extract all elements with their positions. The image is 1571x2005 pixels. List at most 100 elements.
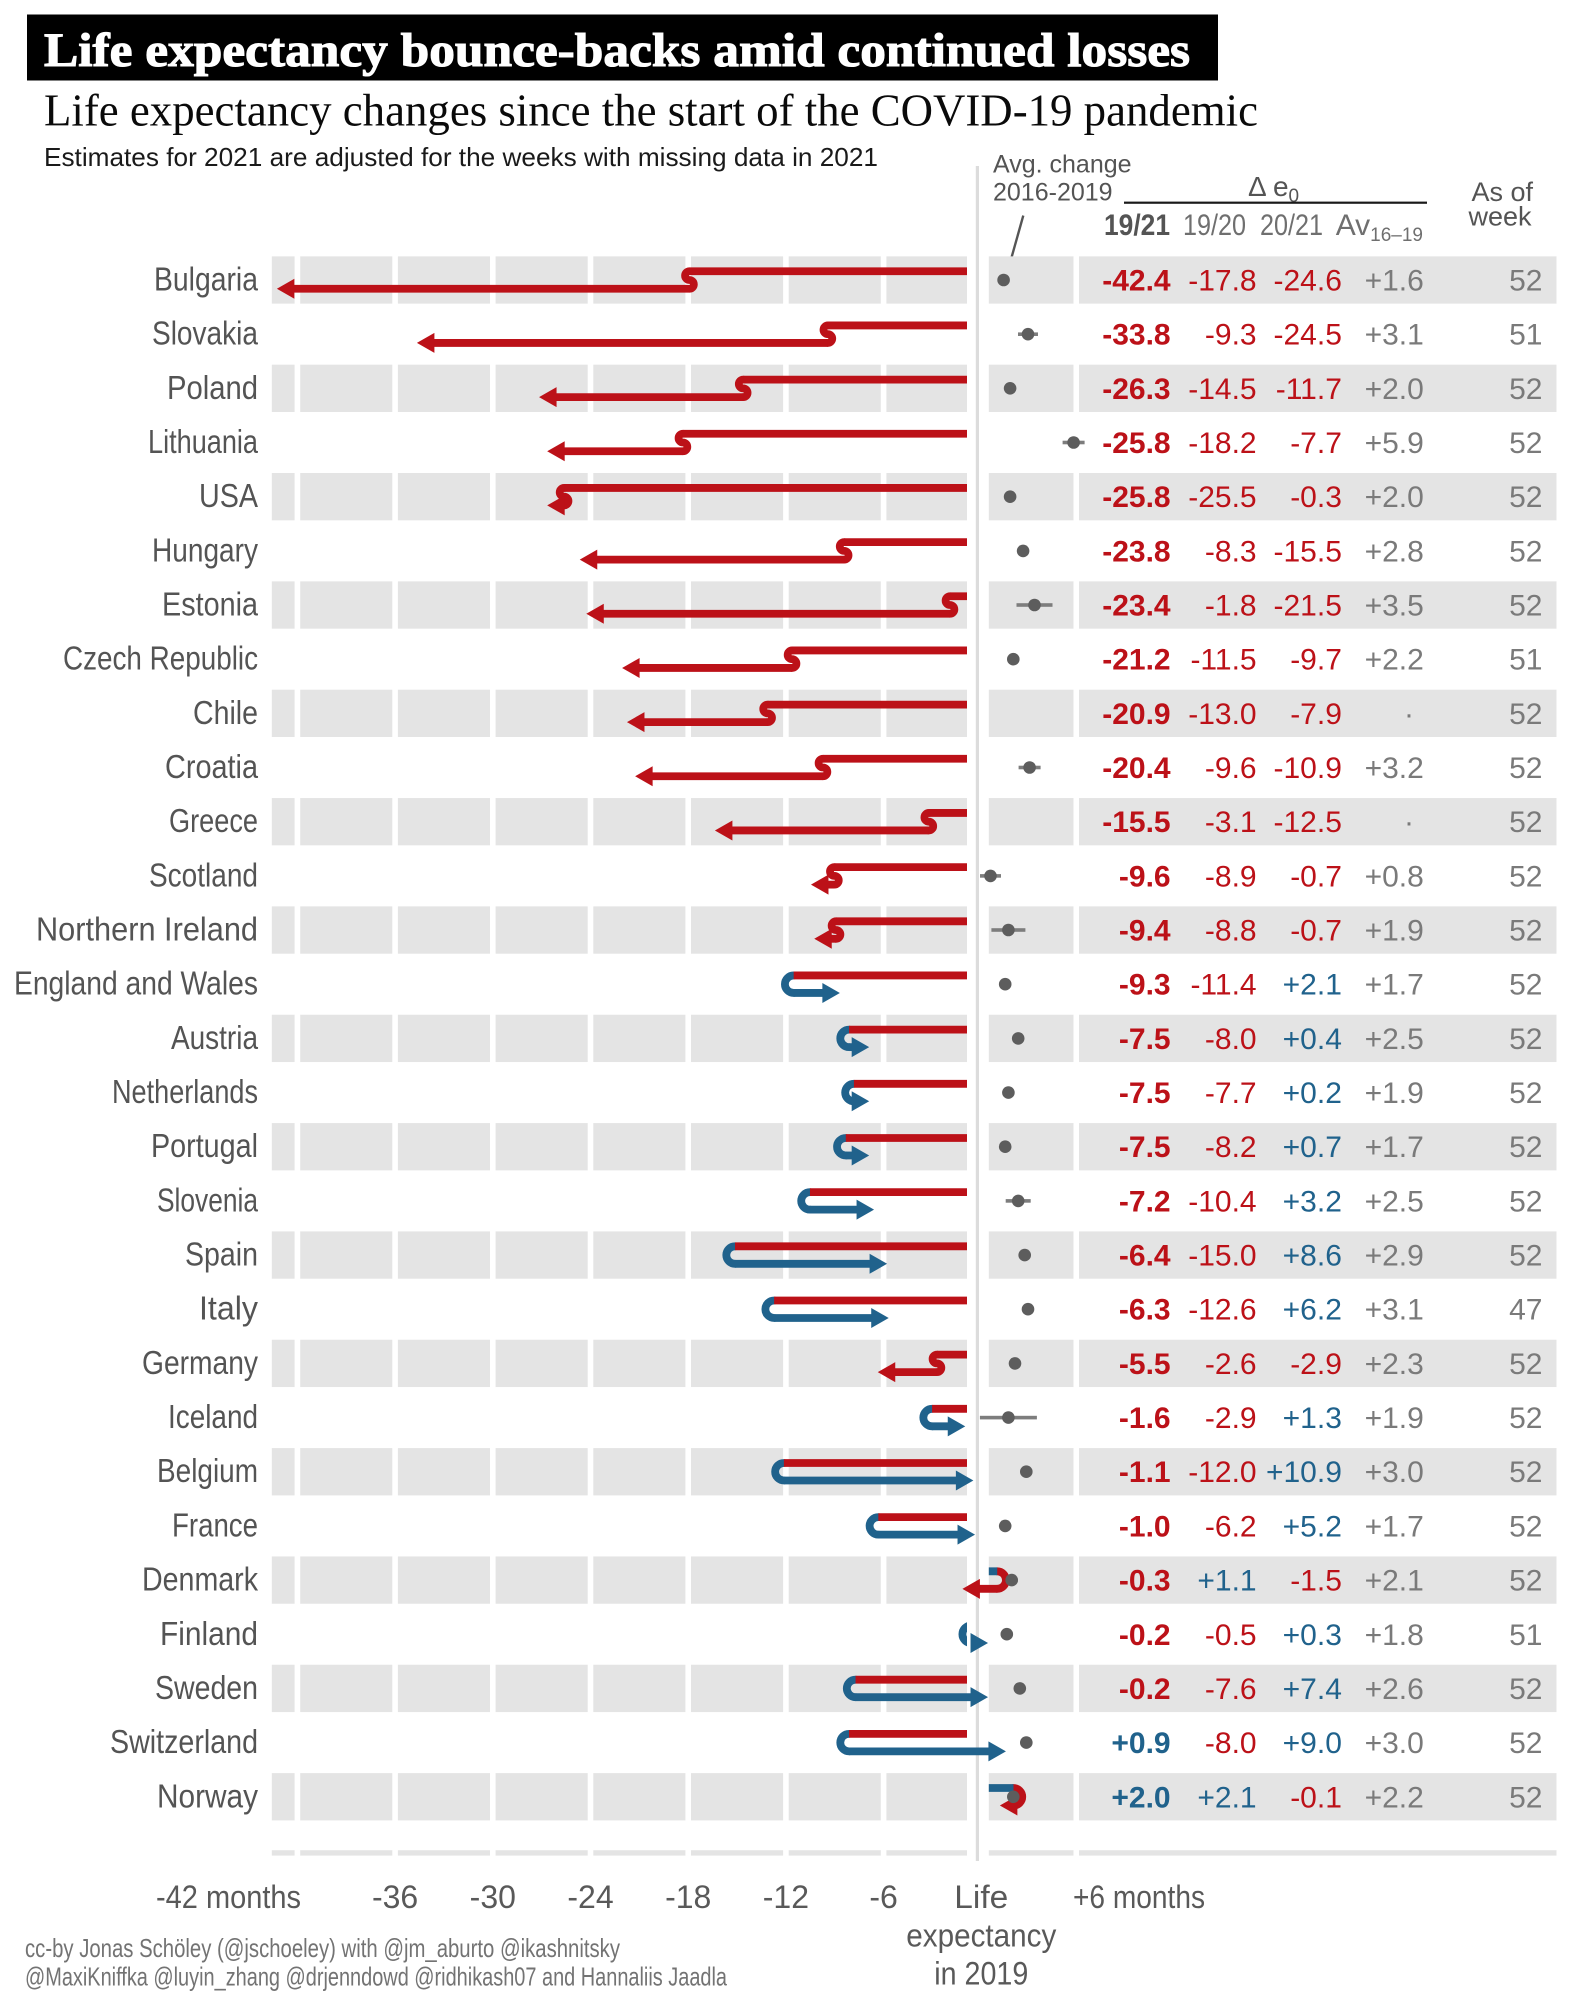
svg-text:Croatia: Croatia: [165, 748, 259, 785]
svg-text:-0.3: -0.3: [1290, 481, 1342, 514]
svg-text:Slovenia: Slovenia: [157, 1181, 259, 1218]
svg-text:+3.0: +3.0: [1365, 1456, 1424, 1489]
svg-text:-8.9: -8.9: [1205, 860, 1257, 893]
svg-text:-21.5: -21.5: [1274, 590, 1342, 623]
svg-text:Greece: Greece: [169, 802, 258, 839]
svg-text:52: 52: [1509, 1131, 1542, 1164]
svg-text:51: 51: [1509, 319, 1542, 352]
svg-text:-18.2: -18.2: [1188, 427, 1256, 460]
svg-text:-42.4: -42.4: [1102, 265, 1171, 298]
svg-text:+2.1: +2.1: [1283, 969, 1342, 1002]
svg-text:+0.8: +0.8: [1365, 860, 1424, 893]
svg-text:England and Wales: England and Wales: [14, 965, 258, 1002]
svg-text:+1.7: +1.7: [1365, 1510, 1424, 1543]
svg-text:+1.9: +1.9: [1365, 915, 1424, 948]
svg-text:-9.4: -9.4: [1119, 915, 1171, 948]
svg-text:+1.6: +1.6: [1365, 265, 1424, 298]
svg-text:+2.8: +2.8: [1365, 535, 1424, 568]
svg-text:52: 52: [1509, 373, 1542, 406]
svg-text:Spain: Spain: [185, 1236, 258, 1273]
svg-text:+1.9: +1.9: [1365, 1402, 1424, 1435]
svg-text:-25.8: -25.8: [1102, 481, 1170, 514]
svg-text:Lithuania: Lithuania: [148, 423, 259, 460]
svg-text:-9.7: -9.7: [1290, 644, 1342, 677]
svg-text:-36: -36: [372, 1879, 418, 1915]
svg-text:Estonia: Estonia: [162, 586, 259, 623]
svg-text:-24.6: -24.6: [1274, 265, 1342, 298]
svg-text:-1.5: -1.5: [1290, 1565, 1342, 1598]
svg-text:Life: Life: [954, 1879, 1008, 1915]
svg-text:-9.6: -9.6: [1205, 752, 1257, 785]
svg-text:+1.9: +1.9: [1365, 1077, 1424, 1110]
svg-text:52: 52: [1509, 1781, 1542, 1814]
svg-text:+6 months: +6 months: [1073, 1879, 1205, 1915]
svg-text:Czech Republic: Czech Republic: [63, 640, 258, 677]
svg-text:-9.6: -9.6: [1119, 860, 1171, 893]
svg-text:-0.7: -0.7: [1290, 915, 1342, 948]
svg-text:-7.5: -7.5: [1119, 1077, 1171, 1110]
svg-text:expectancy: expectancy: [906, 1918, 1056, 1954]
svg-text:Poland: Poland: [167, 369, 258, 406]
svg-text:+1.3: +1.3: [1283, 1402, 1342, 1435]
svg-text:52: 52: [1509, 427, 1542, 460]
svg-text:+2.0: +2.0: [1111, 1781, 1170, 1814]
svg-text:+2.5: +2.5: [1365, 1185, 1424, 1218]
svg-text:-0.3: -0.3: [1119, 1565, 1171, 1598]
svg-text:-24: -24: [567, 1879, 613, 1915]
svg-text:-7.7: -7.7: [1290, 427, 1342, 460]
svg-text:-5.5: -5.5: [1119, 1348, 1171, 1381]
svg-text:-23.8: -23.8: [1102, 535, 1170, 568]
svg-text:+8.6: +8.6: [1283, 1240, 1342, 1273]
svg-text:52: 52: [1509, 1023, 1542, 1056]
svg-text:+3.1: +3.1: [1365, 319, 1424, 352]
svg-text:-14.5: -14.5: [1188, 373, 1256, 406]
svg-text:-0.5: -0.5: [1205, 1619, 1257, 1652]
svg-text:cc-by Jonas Schöley (@jschoele: cc-by Jonas Schöley (@jschoeley) with @j…: [25, 1933, 620, 1963]
svg-text:52: 52: [1509, 1185, 1542, 1218]
svg-text:+2.1: +2.1: [1365, 1565, 1424, 1598]
svg-text:-26.3: -26.3: [1102, 373, 1170, 406]
svg-text:-1.8: -1.8: [1205, 590, 1257, 623]
svg-text:Switzerland: Switzerland: [110, 1723, 258, 1760]
svg-text:-25.5: -25.5: [1188, 481, 1256, 514]
svg-text:-8.2: -8.2: [1205, 1131, 1257, 1164]
svg-text:-6.3: -6.3: [1119, 1294, 1171, 1327]
svg-text:-6.2: -6.2: [1205, 1510, 1257, 1543]
svg-text:+0.4: +0.4: [1283, 1023, 1342, 1056]
svg-text:-8.3: -8.3: [1205, 535, 1257, 568]
svg-text:19/21: 19/21: [1104, 209, 1170, 242]
svg-text:Netherlands: Netherlands: [112, 1073, 258, 1110]
svg-text:+2.0: +2.0: [1365, 373, 1424, 406]
svg-text:52: 52: [1509, 481, 1542, 514]
svg-text:-6: -6: [869, 1879, 897, 1915]
svg-text:Life expectancy bounce-backs a: Life expectancy bounce-backs amid contin…: [44, 24, 1190, 77]
svg-text:+3.2: +3.2: [1283, 1185, 1342, 1218]
svg-text:+1.7: +1.7: [1365, 969, 1424, 1002]
svg-text:-7.5: -7.5: [1119, 1023, 1171, 1056]
svg-text:2016-2019: 2016-2019: [993, 179, 1113, 207]
svg-text:-2.9: -2.9: [1290, 1348, 1342, 1381]
svg-text:-2.6: -2.6: [1205, 1348, 1257, 1381]
svg-text:Avg. change: Avg. change: [993, 151, 1132, 179]
svg-text:-9.3: -9.3: [1119, 969, 1171, 1002]
svg-text:+6.2: +6.2: [1283, 1294, 1342, 1327]
svg-text:52: 52: [1509, 1565, 1542, 1598]
svg-text:52: 52: [1509, 969, 1542, 1002]
svg-text:-0.2: -0.2: [1119, 1673, 1171, 1706]
svg-text:-10.9: -10.9: [1274, 752, 1342, 785]
svg-text:52: 52: [1509, 1402, 1542, 1435]
svg-text:+5.9: +5.9: [1365, 427, 1424, 460]
svg-text:Belgium: Belgium: [157, 1452, 258, 1489]
svg-text:+0.3: +0.3: [1283, 1619, 1342, 1652]
svg-text:-7.7: -7.7: [1205, 1077, 1257, 1110]
svg-text:19/20: 19/20: [1183, 209, 1246, 242]
svg-text:52: 52: [1509, 1673, 1542, 1706]
svg-text:-6.4: -6.4: [1119, 1240, 1171, 1273]
svg-text:in 2019: in 2019: [934, 1956, 1028, 1992]
svg-text:Denmark: Denmark: [142, 1561, 258, 1598]
svg-text:+10.9: +10.9: [1266, 1456, 1342, 1489]
svg-text:+0.2: +0.2: [1283, 1077, 1342, 1110]
svg-text:52: 52: [1509, 915, 1542, 948]
svg-text:+1.7: +1.7: [1365, 1131, 1424, 1164]
svg-text:-3.1: -3.1: [1205, 806, 1257, 839]
